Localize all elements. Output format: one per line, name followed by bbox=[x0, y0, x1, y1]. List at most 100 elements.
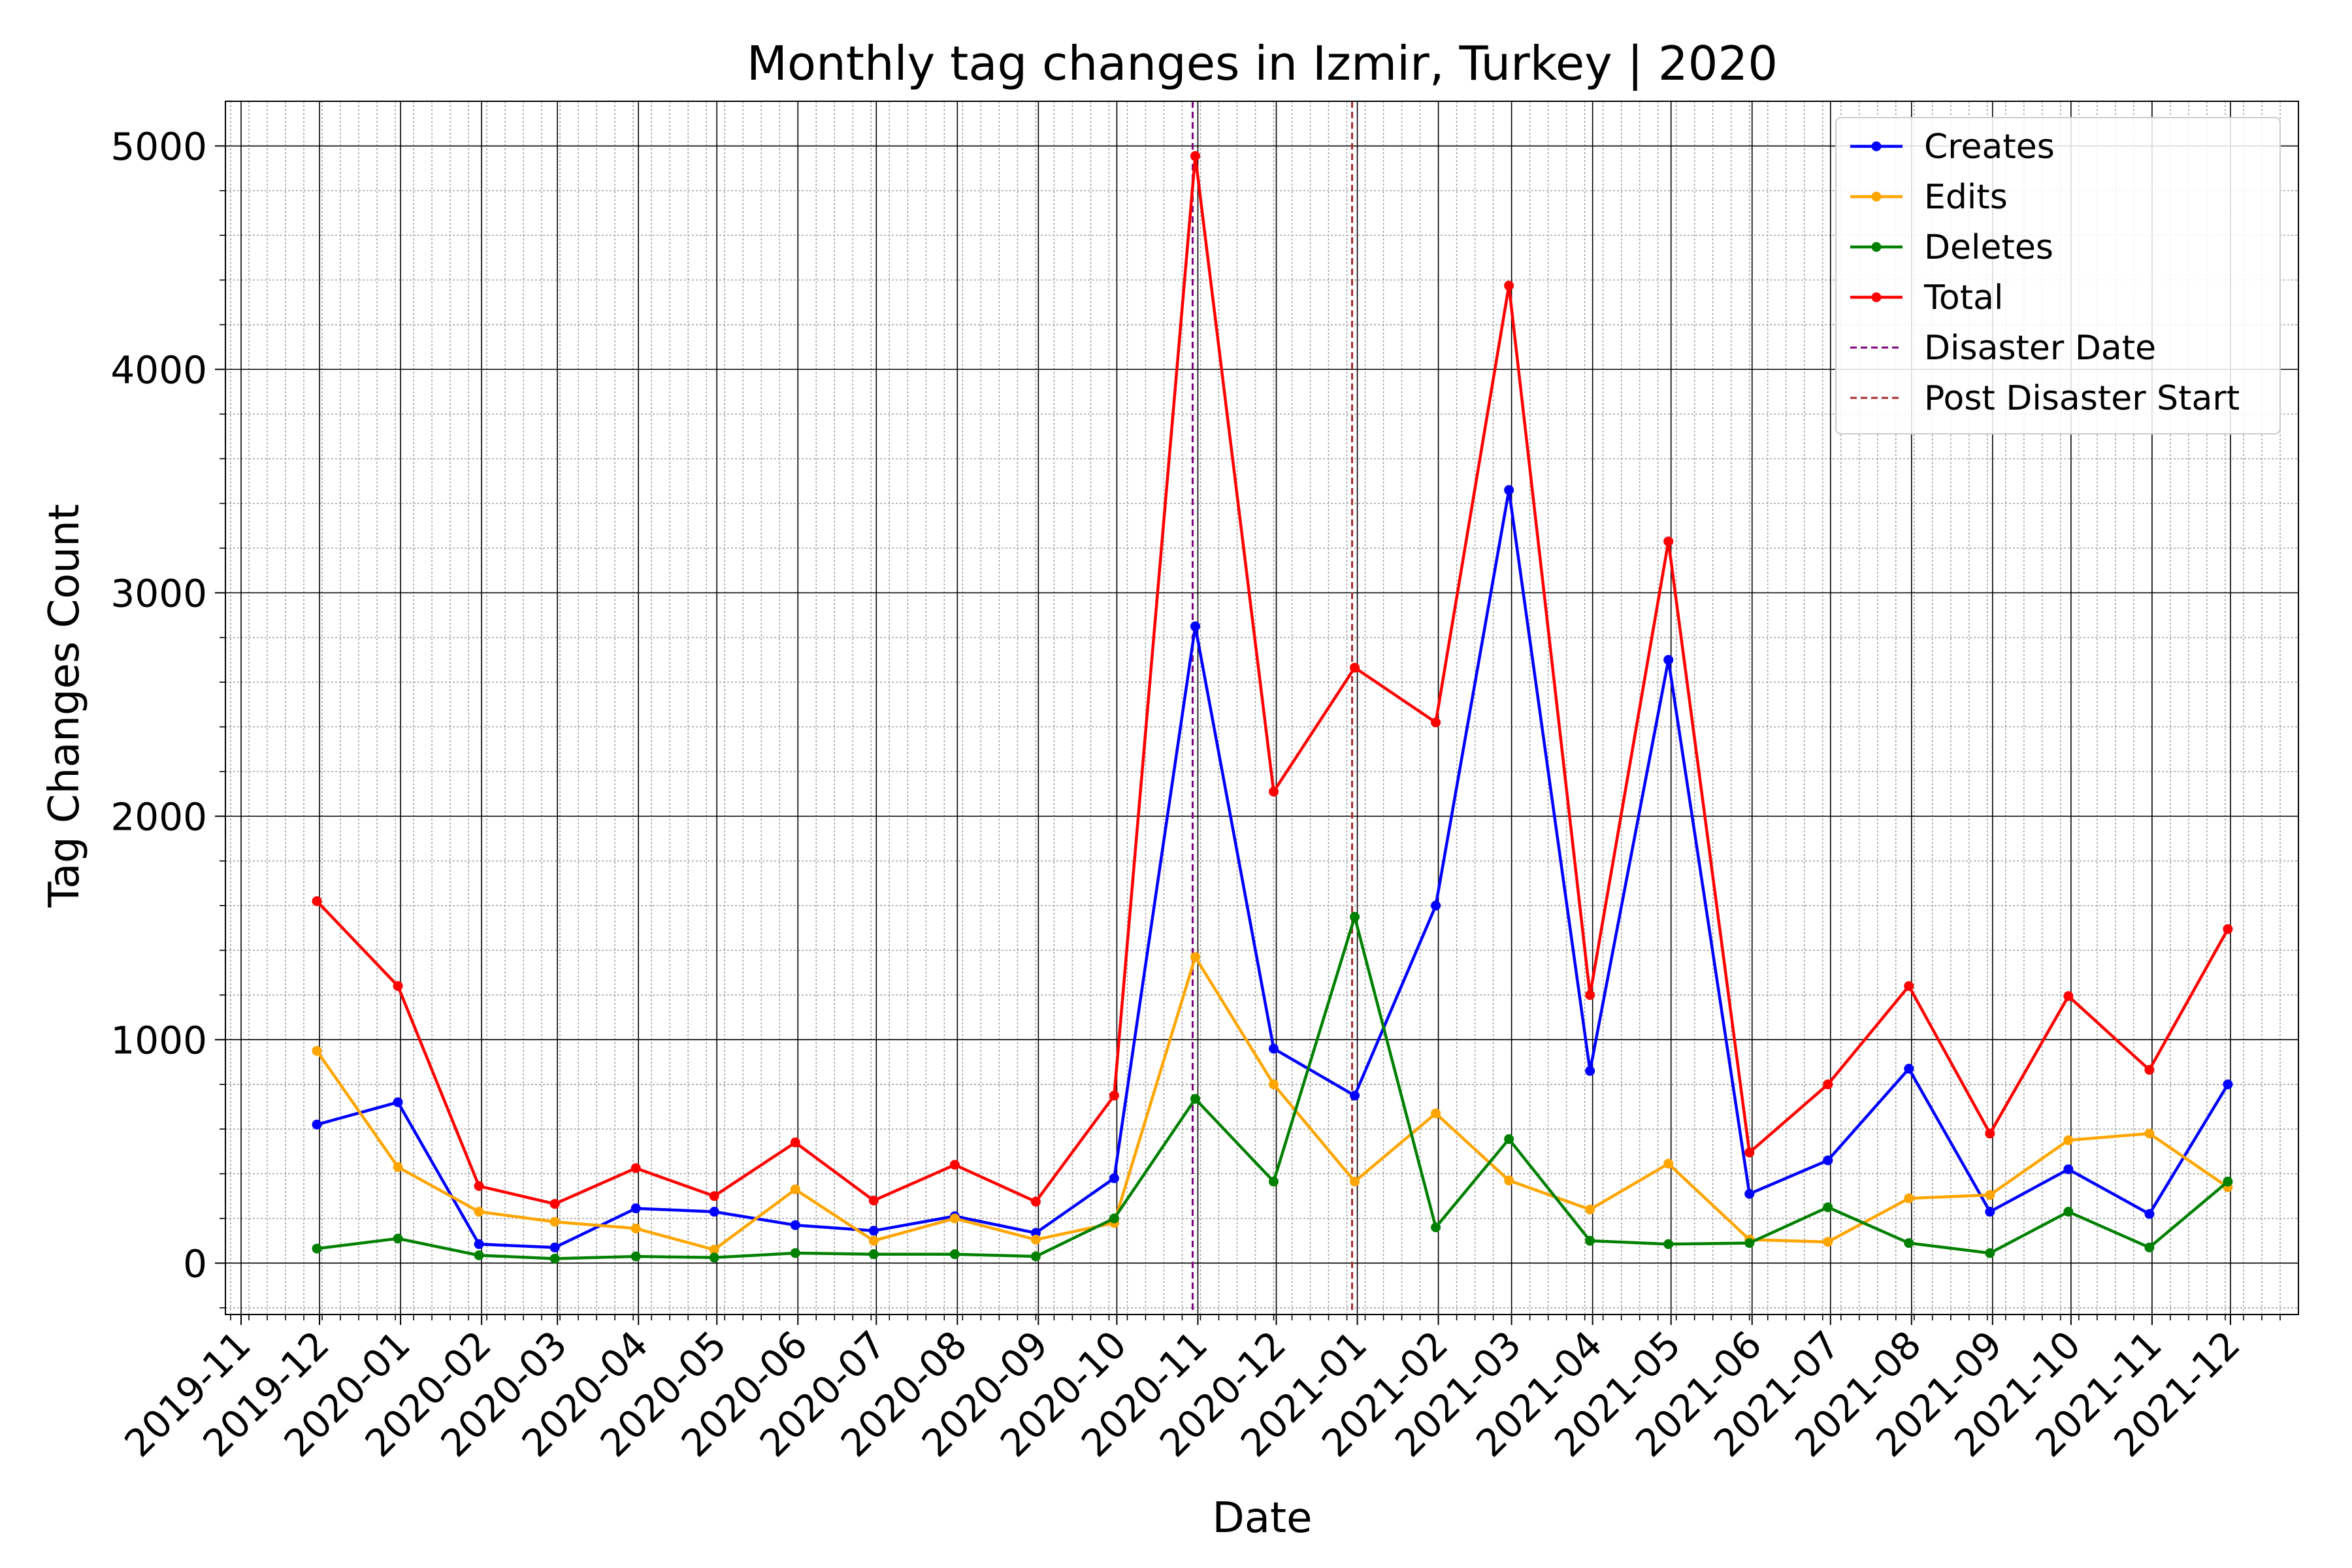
data-point bbox=[1823, 1079, 1833, 1090]
data-point bbox=[1431, 1222, 1441, 1233]
data-point bbox=[1985, 1248, 1995, 1258]
data-point bbox=[630, 1163, 641, 1173]
data-point bbox=[1190, 952, 1200, 962]
data-point bbox=[790, 1137, 800, 1148]
data-point bbox=[949, 1249, 960, 1260]
data-point bbox=[2144, 1242, 2155, 1252]
data-point bbox=[393, 981, 403, 991]
data-point bbox=[2063, 1135, 2074, 1145]
data-point bbox=[1269, 787, 1279, 797]
legend-marker bbox=[1871, 242, 1882, 252]
legend-marker bbox=[1871, 141, 1882, 152]
legend-label: Post Disaster Start bbox=[1924, 379, 2240, 418]
series-layer bbox=[312, 151, 2233, 1264]
data-point bbox=[1585, 1204, 1595, 1215]
major-grid bbox=[225, 101, 2298, 1315]
data-point bbox=[1744, 1147, 1755, 1158]
data-point bbox=[790, 1220, 800, 1230]
data-point bbox=[1190, 151, 1200, 161]
data-point bbox=[1269, 1079, 1279, 1090]
data-point bbox=[549, 1254, 560, 1264]
data-point bbox=[709, 1245, 719, 1255]
data-point bbox=[393, 1233, 403, 1244]
data-point bbox=[2223, 1079, 2233, 1090]
data-point bbox=[1504, 485, 1514, 495]
data-point bbox=[312, 1119, 322, 1130]
legend-label: Total bbox=[1923, 278, 2003, 318]
data-point bbox=[868, 1249, 879, 1260]
data-point bbox=[2144, 1209, 2155, 1219]
data-point bbox=[790, 1248, 800, 1258]
data-point bbox=[868, 1235, 879, 1246]
data-point bbox=[1985, 1190, 1995, 1200]
data-point bbox=[1030, 1196, 1041, 1207]
data-point bbox=[1663, 536, 1674, 547]
legend-label: Creates bbox=[1924, 127, 2055, 167]
data-point bbox=[1030, 1251, 1041, 1262]
data-point bbox=[1744, 1188, 1755, 1199]
data-point bbox=[1190, 621, 1200, 632]
data-point bbox=[549, 1199, 560, 1209]
data-point bbox=[474, 1239, 484, 1249]
data-point bbox=[1269, 1177, 1279, 1187]
legend-box bbox=[1835, 117, 2281, 434]
legend-label: Deletes bbox=[1924, 228, 2053, 267]
data-point bbox=[630, 1203, 641, 1214]
data-point bbox=[1190, 1094, 1200, 1104]
data-point bbox=[1663, 655, 1674, 665]
data-point bbox=[1030, 1234, 1041, 1245]
data-point bbox=[1504, 280, 1514, 291]
minor-grid bbox=[225, 101, 2298, 1315]
data-point bbox=[549, 1242, 560, 1252]
data-point bbox=[312, 1045, 322, 1056]
y-axis-label: Tag Changes Count bbox=[41, 504, 89, 907]
data-point bbox=[474, 1250, 484, 1260]
data-point bbox=[1585, 1235, 1595, 1246]
y-tick-label: 2000 bbox=[110, 794, 207, 839]
event-lines bbox=[1191, 101, 1354, 1315]
data-point bbox=[1109, 1213, 1119, 1224]
legend-label: Disaster Date bbox=[1924, 329, 2156, 368]
data-point bbox=[2063, 1164, 2074, 1175]
data-point bbox=[1350, 1177, 1360, 1187]
legend: Creates Edits Deletes Total Disaster Date Pos… bbox=[1835, 117, 2281, 434]
data-point bbox=[1350, 1090, 1360, 1101]
data-point bbox=[312, 896, 322, 906]
data-point bbox=[630, 1251, 641, 1262]
y-tick-label: 3000 bbox=[110, 571, 207, 615]
y-tick-label: 0 bbox=[183, 1241, 207, 1286]
data-point bbox=[393, 1097, 403, 1107]
data-point bbox=[1030, 1228, 1041, 1238]
data-point bbox=[868, 1226, 879, 1236]
data-point bbox=[1985, 1207, 1995, 1217]
y-tick-label: 5000 bbox=[110, 124, 207, 169]
data-point bbox=[1109, 1090, 1119, 1101]
data-point bbox=[312, 1243, 322, 1254]
data-point bbox=[1823, 1155, 1833, 1166]
data-point bbox=[549, 1217, 560, 1227]
data-point bbox=[1823, 1237, 1833, 1247]
y-axis-ticks: 0 1000 2000 3000 4000 5000 bbox=[110, 124, 225, 1309]
data-point bbox=[709, 1252, 719, 1263]
data-point bbox=[2063, 1207, 2074, 1217]
chart-title: Monthly tag changes in Izmir, Turkey | 2… bbox=[747, 36, 1778, 91]
data-point bbox=[2144, 1065, 2155, 1075]
data-point bbox=[1504, 1134, 1514, 1145]
data-point bbox=[709, 1191, 719, 1201]
data-point bbox=[1663, 1158, 1674, 1169]
data-point bbox=[868, 1196, 879, 1206]
data-point bbox=[393, 1162, 403, 1172]
data-point bbox=[1904, 1238, 1914, 1249]
data-point bbox=[2223, 924, 2233, 934]
x-axis-label: Date bbox=[1213, 1494, 1313, 1543]
data-point bbox=[1109, 1173, 1119, 1183]
data-point bbox=[949, 1160, 960, 1170]
data-point bbox=[474, 1181, 484, 1191]
data-point bbox=[949, 1213, 960, 1224]
legend-label: Edits bbox=[1924, 178, 2008, 217]
legend-marker bbox=[1871, 191, 1882, 202]
data-point bbox=[1504, 1175, 1514, 1186]
data-point bbox=[1350, 911, 1360, 922]
data-point bbox=[1269, 1043, 1279, 1054]
y-tick-label: 1000 bbox=[110, 1018, 207, 1062]
